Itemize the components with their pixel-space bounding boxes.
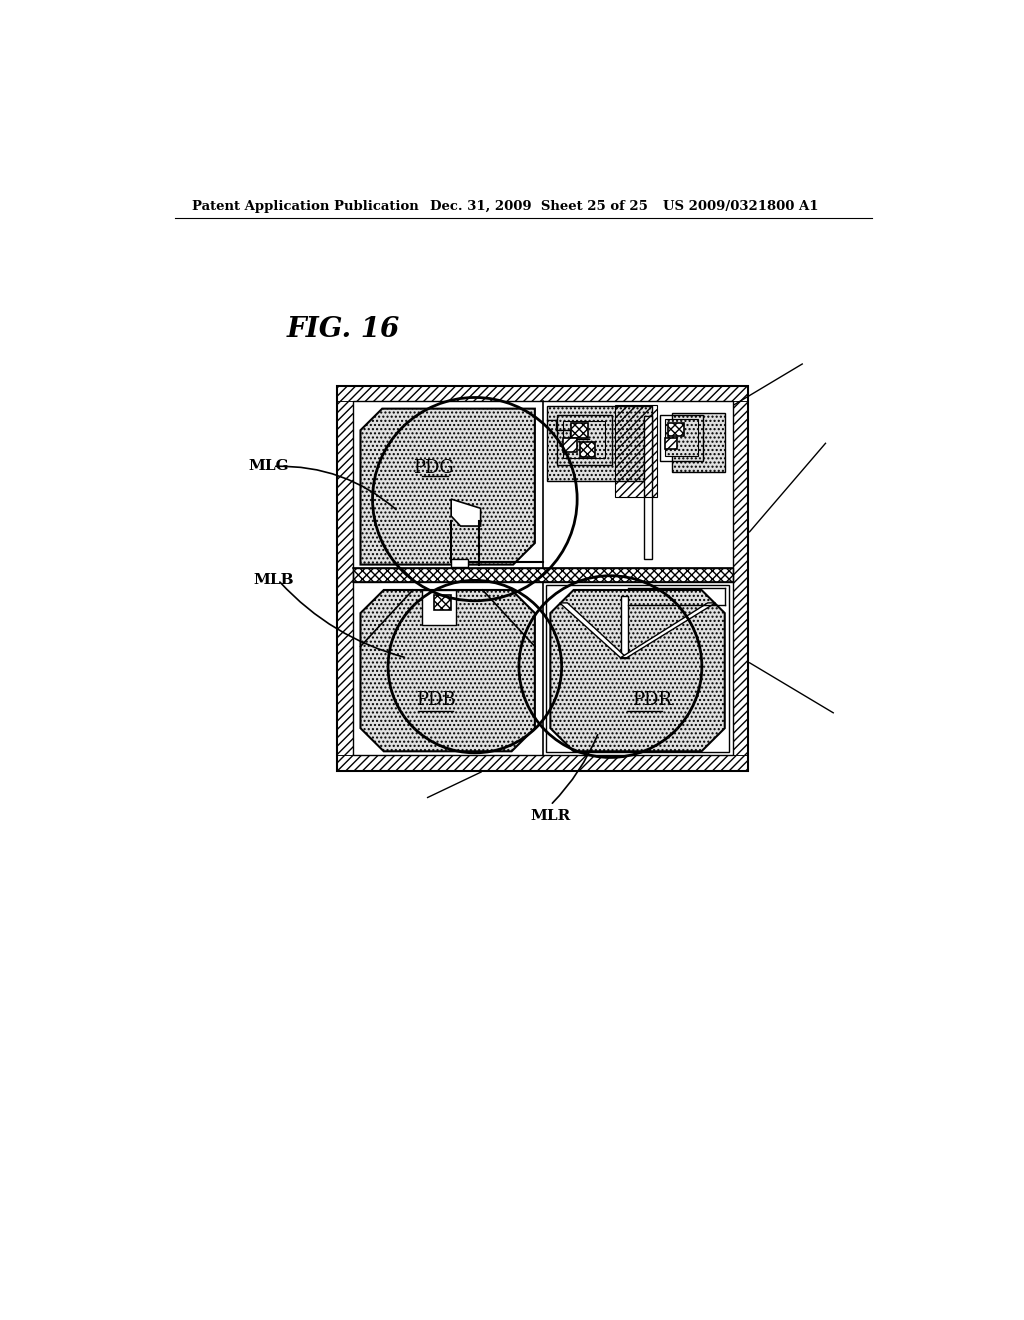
Bar [337,385,748,771]
Text: Patent Application Publication: Patent Application Publication [191,199,418,213]
Bar [563,421,605,458]
Text: PDB: PDB [416,690,456,709]
Bar [352,569,732,582]
Bar [547,405,651,480]
Bar [570,422,588,438]
Bar [563,438,577,451]
Text: PDG: PDG [414,459,454,477]
Bar [644,416,651,558]
Polygon shape [550,590,725,751]
Polygon shape [621,603,716,657]
Bar [352,401,732,755]
Bar [660,414,702,461]
Bar [434,595,451,610]
Text: MLB: MLB [254,573,294,587]
Polygon shape [422,590,457,626]
Polygon shape [360,590,535,751]
Text: MLG: MLG [248,459,289,474]
Bar [672,413,725,471]
Bar [621,597,629,657]
Bar [452,560,468,566]
Bar [580,442,595,457]
Polygon shape [360,409,535,565]
Bar [546,585,729,752]
Bar [337,385,748,401]
Text: US 2009/0321800 A1: US 2009/0321800 A1 [663,199,818,213]
Bar [668,422,684,437]
Text: FIG. 16: FIG. 16 [287,315,400,343]
Bar [337,401,352,755]
Bar [614,405,656,496]
Polygon shape [452,499,480,527]
Text: PDR: PDR [632,690,672,709]
Text: Dec. 31, 2009  Sheet 25 of 25: Dec. 31, 2009 Sheet 25 of 25 [430,199,648,213]
Bar [337,755,748,771]
Polygon shape [560,603,627,657]
Bar [665,420,697,457]
Text: MLR: MLR [530,809,570,824]
Bar [557,414,612,465]
Bar [665,438,677,449]
Bar [732,401,748,755]
